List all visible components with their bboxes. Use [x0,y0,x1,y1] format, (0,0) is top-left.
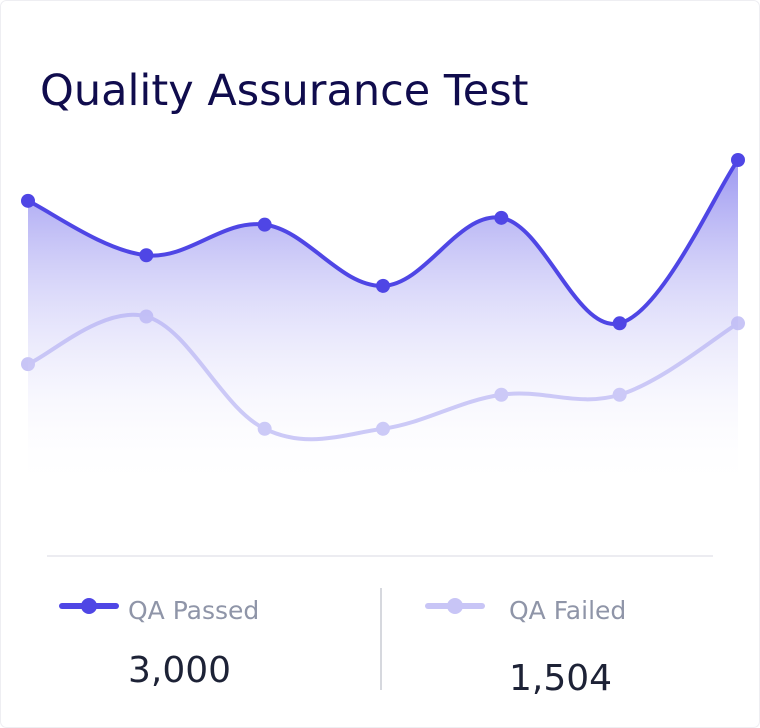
point [731,153,745,167]
legend-total: 3,000 [128,650,231,691]
point [139,248,154,263]
point [257,217,272,232]
plot [21,153,745,490]
point [376,278,390,293]
legend: QA Passed 3,000 QA Failed 1,504 [59,596,626,699]
point [494,210,509,225]
chart-title: Quality Assurance Test [40,66,529,116]
legend-total: 1,504 [509,658,612,699]
legend-swatch-dot [81,598,97,614]
legend-label: QA Failed [509,596,626,625]
legend-label: QA Passed [128,596,259,625]
point [21,193,35,208]
area [28,160,738,490]
legend-swatch-dot [447,598,463,614]
point [612,316,627,331]
